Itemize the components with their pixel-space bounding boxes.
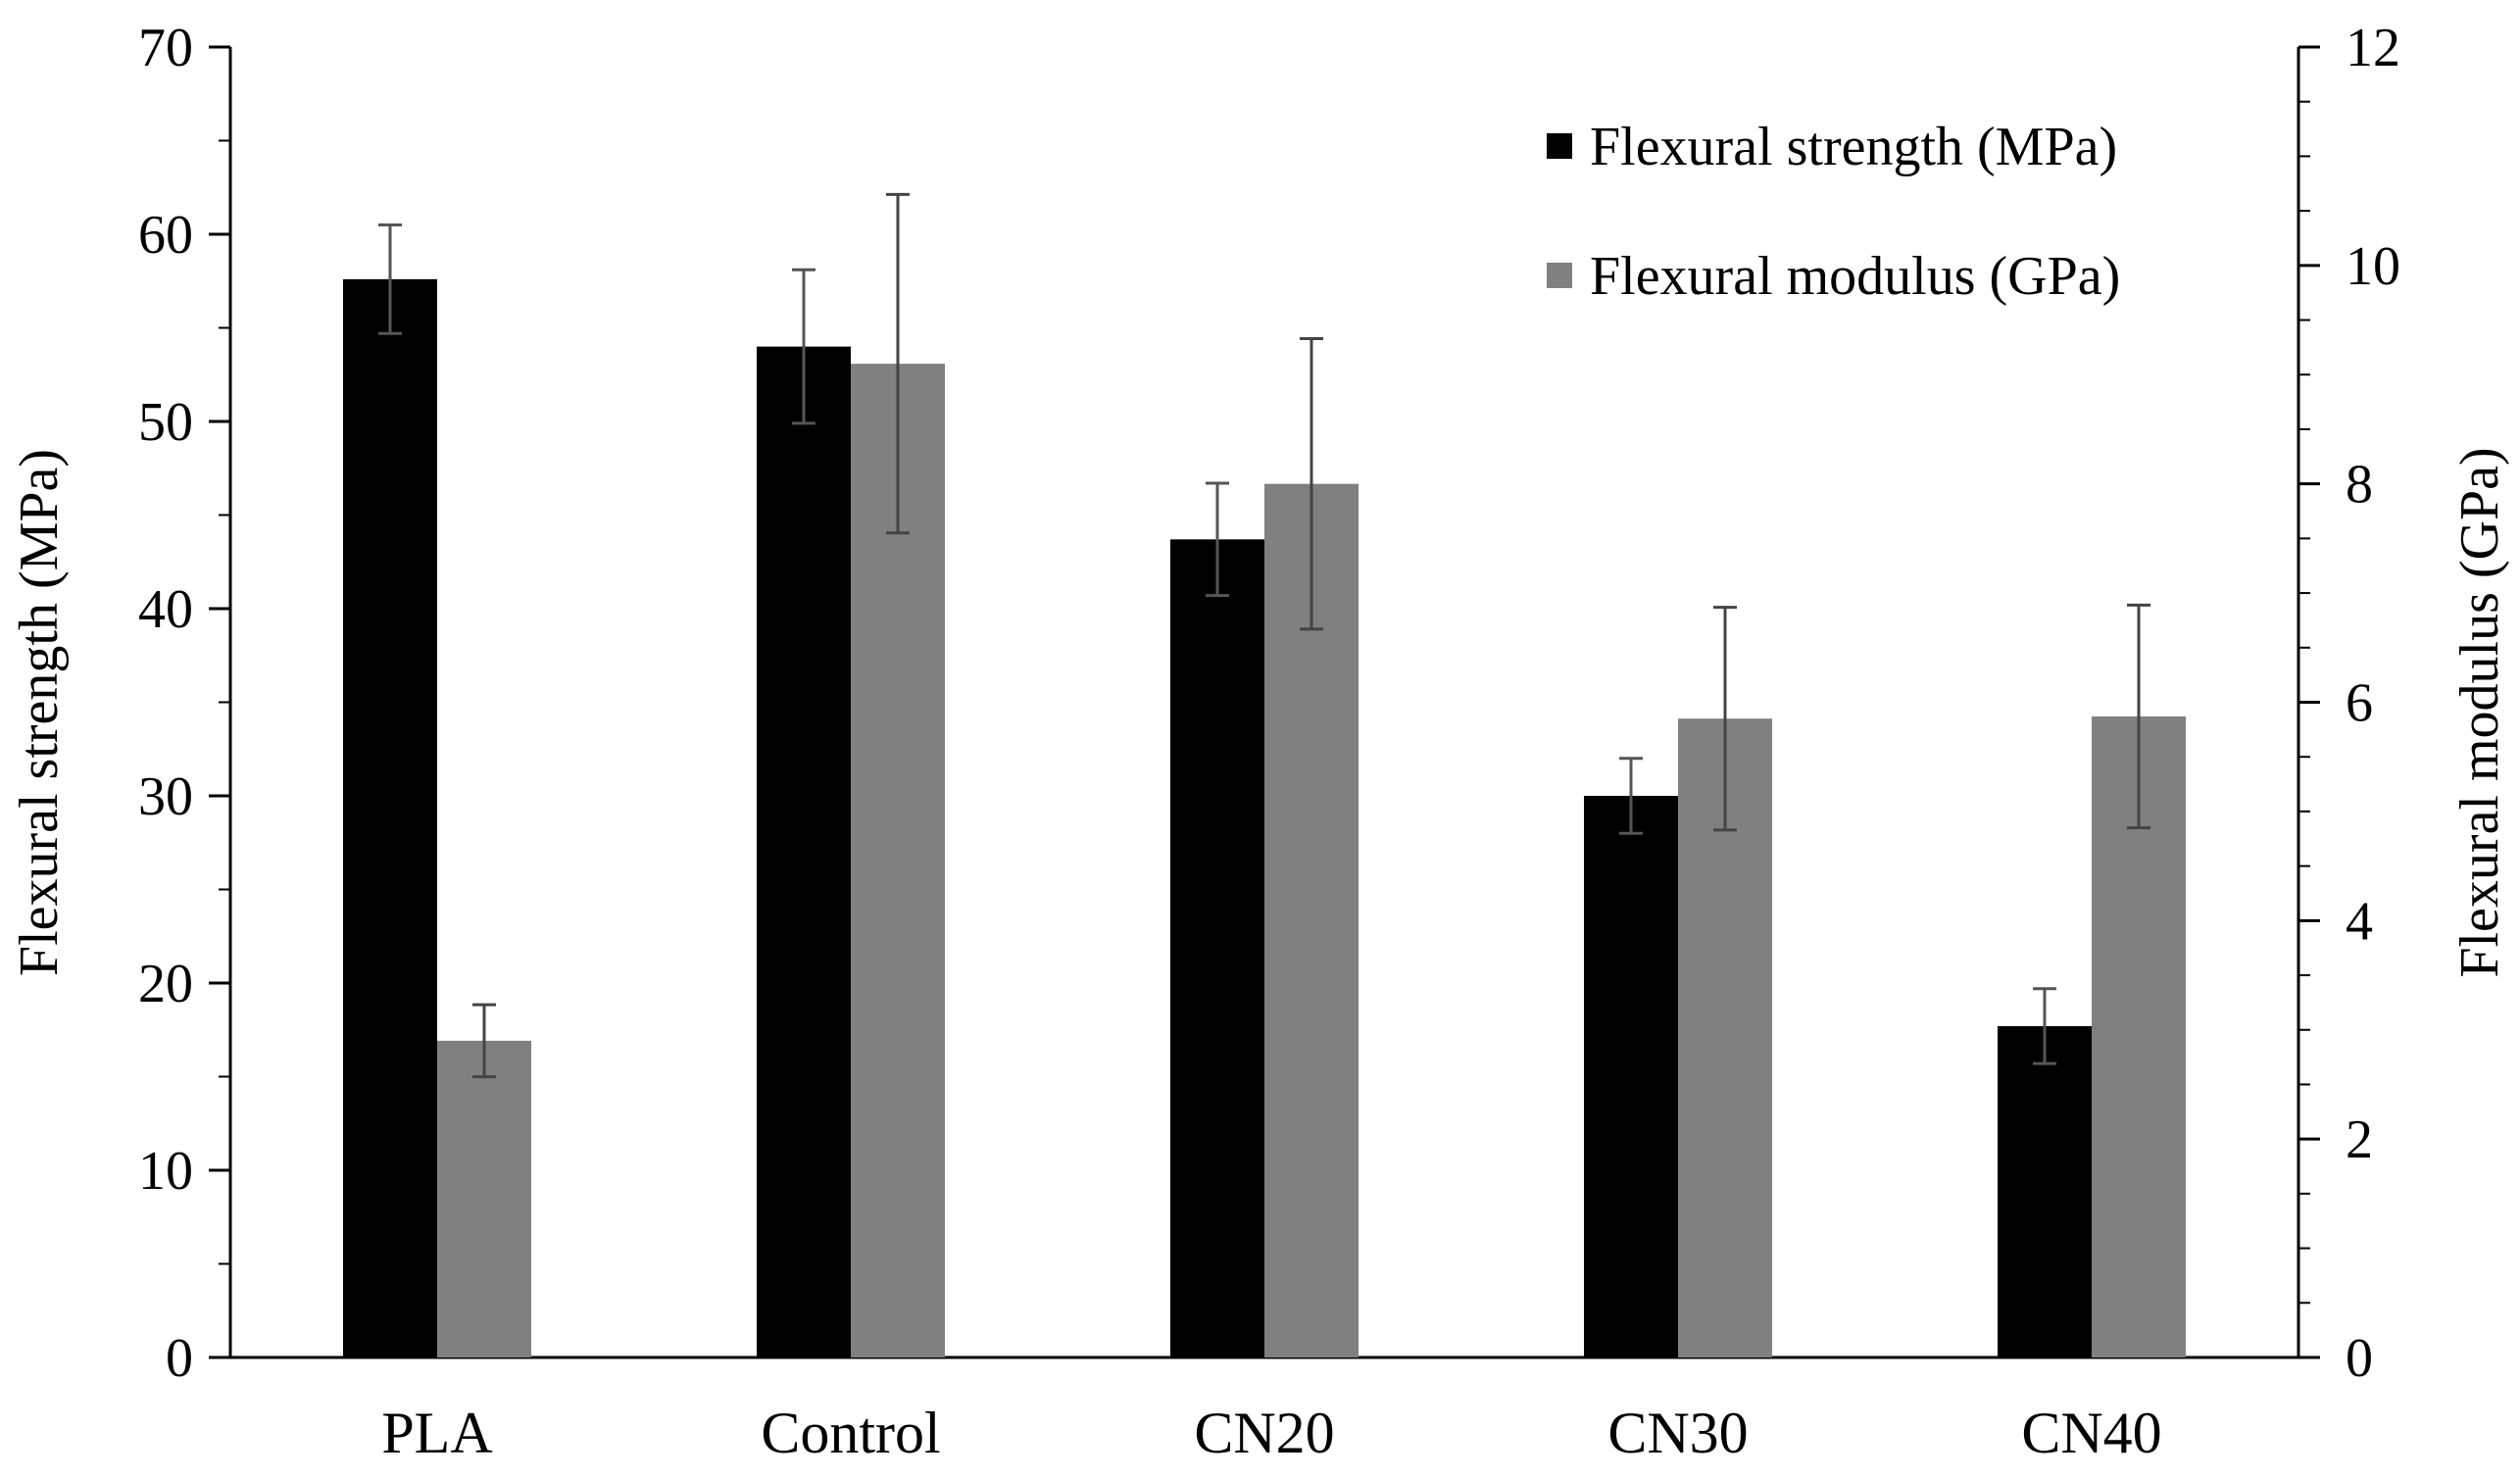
y2-tick-label: 6 [2346,673,2373,734]
bar-strength-pla [343,278,437,1358]
y-tick-label: 30 [138,766,193,827]
right-axis: 0 2 4 6 8 10 12 [2298,18,2400,1389]
error-bars-group [378,192,2150,1079]
bar-strength-cn30 [1584,796,1678,1357]
y2-tick-label: 8 [2346,455,2373,516]
y2-tick-label: 4 [2346,891,2373,952]
y-tick-label: 40 [138,579,193,640]
x-tick-label-cn20: CN20 [1194,1401,1334,1465]
y-tick-label: 20 [138,954,193,1014]
legend-label-modulus: Flexural modulus (GPa) [1590,246,2120,307]
legend: Flexural strength (MPa) Flexural modulus… [1547,117,2120,307]
y2-tick-label: 10 [2346,236,2400,297]
x-tick-label-pla: PLA [381,1401,492,1465]
y-tick-label: 50 [138,392,193,453]
y2-tick-label: 12 [2346,18,2400,78]
x-tick-label-cn30: CN30 [1607,1401,1748,1465]
legend-swatch-strength [1547,133,1572,159]
y-tick-label: 60 [138,205,193,266]
left-axis: 0 10 20 30 40 50 60 70 [138,18,230,1389]
y-tick-label: 0 [166,1328,193,1389]
y-axis-title: Flexural strength (MPa) [9,449,70,976]
y2-tick-label: 0 [2346,1328,2373,1389]
legend-swatch-modulus [1547,263,1572,288]
y-tick-label: 10 [138,1141,193,1202]
bar-strength-cn40 [1998,1025,2092,1357]
bar-modulus-pla [437,1040,531,1357]
y2-tick-label: 2 [2346,1109,2373,1170]
bars-group [343,278,2186,1358]
legend-label-strength: Flexural strength (MPa) [1590,117,2117,177]
y-tick-label: 70 [138,18,193,78]
bar-strength-cn20 [1170,539,1264,1357]
x-tick-label-cn40: CN40 [2021,1401,2161,1465]
x-tick-label-control: Control [761,1401,940,1465]
bar-strength-control [757,346,851,1358]
x-axis: PLA Control CN20 CN30 CN40 [381,1401,2161,1465]
y2-axis-title: Flexural modulus (GPa) [2449,447,2510,977]
